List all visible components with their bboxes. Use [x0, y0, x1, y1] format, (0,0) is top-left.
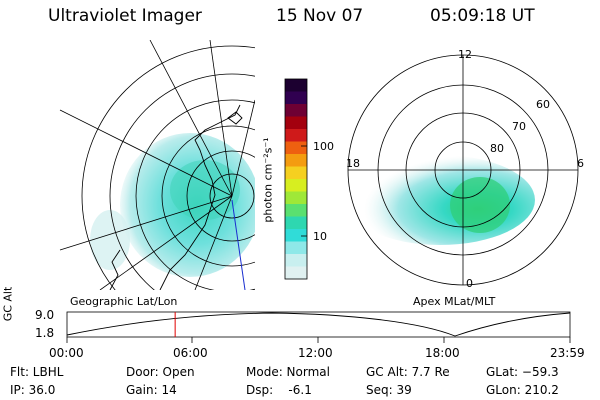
time-tick-1800: 18:00 — [425, 346, 460, 360]
right-map-caption: Apex MLat/MLT — [413, 295, 496, 308]
altitude-tick-low: 1.8 — [35, 326, 55, 340]
time-tick-1200: 12:00 — [298, 346, 333, 360]
colorbar-segment — [285, 104, 307, 117]
colorbar-segment — [285, 254, 307, 267]
mlat-label-80: 80 — [490, 142, 504, 155]
colorbar-segment — [285, 229, 307, 242]
gc-alt-readout: GC Alt: 7.7 Re — [366, 365, 450, 379]
time-tick-0600: 06:00 — [173, 346, 208, 360]
latitude-grid — [81, 45, 255, 290]
dsp-readout: Dsp: -6.1 — [246, 383, 312, 397]
colorbar — [285, 79, 307, 280]
left-map-caption: Geographic Lat/Lon — [70, 295, 178, 308]
door-readout: Door: Open — [126, 365, 195, 379]
colorbar-segment — [285, 204, 307, 217]
altitude-curve — [66, 312, 571, 337]
colorbar-segment — [285, 216, 307, 230]
geographic-map — [59, 40, 255, 290]
colorbar-tick-10: 10 — [313, 230, 327, 243]
time-label: 05:09:18 UT — [430, 6, 535, 26]
longitude-grid — [59, 40, 255, 290]
polar-grid — [347, 54, 579, 286]
colorbar-segment — [285, 241, 307, 255]
colorbar-segment — [285, 179, 307, 192]
time-tick-0000: 00:00 — [49, 346, 84, 360]
altitude-plot — [66, 311, 571, 343]
magnetic-polar-plot — [347, 54, 579, 286]
colorbar-segment — [285, 141, 307, 155]
terminator-line — [231, 199, 246, 290]
colorbar-segment — [285, 191, 307, 205]
colorbar-unit-label: photon cm⁻²s⁻¹ — [261, 137, 275, 223]
coastline — [159, 104, 241, 290]
date-label: 15 Nov 07 — [276, 6, 364, 26]
mlt-label-6: 6 — [577, 157, 584, 170]
colorbar-tick-100: 100 — [313, 140, 334, 153]
colorbar-segment — [285, 91, 307, 105]
gain-readout: Gain: 14 — [126, 383, 177, 397]
colorbar-segment — [285, 266, 307, 280]
colorbar-segment — [285, 116, 307, 130]
colorbar-segment — [285, 129, 307, 142]
glon-readout: GLon: 210.2 — [486, 383, 559, 397]
altitude-axis-label: GC Alt — [1, 286, 15, 322]
glat-readout: GLat: −59.3 — [486, 365, 559, 379]
mlt-label-0: 0 — [466, 277, 473, 290]
seq-readout: Seq: 39 — [366, 383, 412, 397]
time-tick-2359: 23:59 — [550, 346, 585, 360]
colorbar-segment — [285, 154, 307, 167]
mode-readout: Mode: Normal — [246, 365, 330, 379]
mlt-label-12: 12 — [458, 48, 472, 61]
mlt-label-18: 18 — [346, 157, 360, 170]
altitude-tick-high: 9.0 — [35, 308, 55, 322]
instrument-title: Ultraviolet Imager — [48, 6, 202, 26]
colorbar-segment — [285, 166, 307, 180]
ip-readout: IP: 36.0 — [10, 383, 56, 397]
mlat-label-60: 60 — [536, 98, 550, 111]
mlat-label-70: 70 — [512, 120, 526, 133]
filter-readout: Flt: LBHL — [10, 365, 64, 379]
colorbar-segment — [285, 79, 307, 92]
